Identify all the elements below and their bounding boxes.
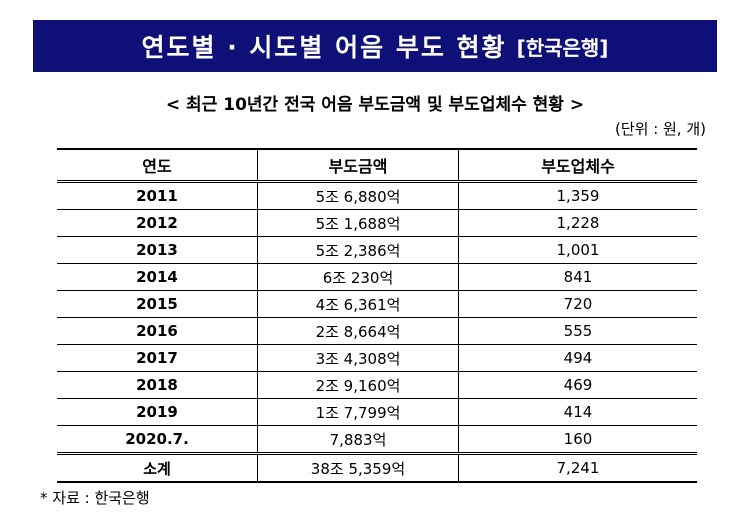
table-row: 2019 1조 7,799억 414	[57, 398, 697, 426]
header-year: 연도	[57, 148, 258, 183]
row-year: 2016	[57, 317, 258, 345]
table-row: 2012 5조 1,688억 1,228	[57, 209, 697, 237]
unit-label: (단위 : 원, 개)	[614, 120, 706, 138]
table-row: 2014 6조 230억 841	[57, 263, 697, 291]
row-year: 2019	[57, 398, 258, 426]
table-subtitle: < 최근 10년간 전국 어음 부도금액 및 부도업체수 현황 >	[165, 95, 585, 115]
row-year: 2012	[57, 209, 258, 237]
total-label: 소계	[57, 452, 258, 483]
row-year: 2017	[57, 344, 258, 372]
total-row: 소계 38조 5,359억 7,241	[57, 452, 697, 483]
table-row: 2011 5조 6,880억 1,359	[57, 181, 697, 210]
table-row: 2020.7. 7,883억 160	[57, 425, 697, 454]
source-note: * 자료 : 한국은행	[40, 489, 150, 507]
row-count: 160	[458, 425, 697, 454]
table-row: 2018 2조 9,160억 469	[57, 371, 697, 399]
row-count: 841	[458, 263, 697, 291]
row-year: 2020.7.	[57, 425, 258, 454]
bankruptcy-table: 연도 부도금액 부도업체수 2011 5조 6,880억 1,359 2012 …	[57, 148, 697, 483]
total-amount: 38조 5,359억	[257, 452, 459, 483]
table-header-row: 연도 부도금액 부도업체수	[57, 148, 697, 183]
row-amount: 4조 6,361억	[257, 290, 459, 318]
row-count: 414	[458, 398, 697, 426]
page-title: 연도별 · 시도별 어음 부도 현황	[141, 33, 507, 62]
row-year: 2013	[57, 236, 258, 264]
table-row: 2017 3조 4,308억 494	[57, 344, 697, 372]
row-year: 2011	[57, 181, 258, 210]
row-amount: 2조 9,160억	[257, 371, 459, 399]
row-amount: 1조 7,799억	[257, 398, 459, 426]
row-count: 1,359	[458, 181, 697, 210]
row-amount: 5조 6,880억	[257, 181, 459, 210]
title-banner: 연도별 · 시도별 어음 부도 현황 [한국은행]	[33, 20, 717, 72]
table-row: 2016 2조 8,664억 555	[57, 317, 697, 345]
row-count: 1,001	[458, 236, 697, 264]
header-amount: 부도금액	[257, 148, 459, 183]
row-year: 2015	[57, 290, 258, 318]
title-source: [한국은행]	[516, 35, 609, 60]
total-count: 7,241	[458, 452, 697, 483]
row-count: 1,228	[458, 209, 697, 237]
table-row: 2015 4조 6,361억 720	[57, 290, 697, 318]
row-count: 720	[458, 290, 697, 318]
row-amount: 5조 2,386억	[257, 236, 459, 264]
header-count: 부도업체수	[458, 148, 697, 183]
row-count: 469	[458, 371, 697, 399]
row-amount: 3조 4,308억	[257, 344, 459, 372]
row-count: 494	[458, 344, 697, 372]
row-amount: 2조 8,664억	[257, 317, 459, 345]
row-year: 2018	[57, 371, 258, 399]
row-year: 2014	[57, 263, 258, 291]
row-count: 555	[458, 317, 697, 345]
table-row: 2013 5조 2,386억 1,001	[57, 236, 697, 264]
row-amount: 6조 230억	[257, 263, 459, 291]
row-amount: 7,883억	[257, 425, 459, 454]
row-amount: 5조 1,688억	[257, 209, 459, 237]
